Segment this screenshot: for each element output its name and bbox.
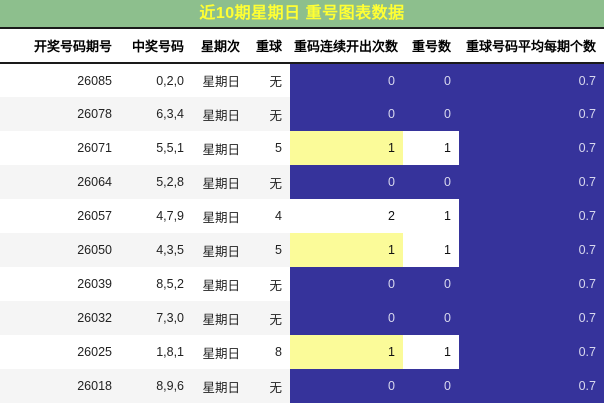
column-header-period: 开奖号码期号 — [0, 29, 120, 64]
cell-repeat-ball: 5 — [248, 233, 290, 267]
cell-weekday: 星期日 — [192, 267, 248, 301]
cell-weekday: 星期日 — [192, 131, 248, 165]
cell-average-per-period: 0.7 — [459, 369, 604, 403]
cell-repeat-ball: 4 — [248, 199, 290, 233]
table-row: 26078 6,3,4 星期日无 0 0 0.7 — [0, 97, 604, 131]
cell-winning-numbers: 5,2,8 — [120, 165, 192, 199]
cell-consecutive-count: 0 — [290, 267, 403, 301]
table-header-row: 开奖号码期号 中奖号码 星期次 重球 重码连续开出次数 重号数 重球号码平均每期… — [0, 29, 604, 64]
cell-winning-numbers: 8,9,6 — [120, 369, 192, 403]
cell-average-per-period: 0.7 — [459, 131, 604, 165]
panel-title-bar: 近10期星期日 重号图表数据 — [0, 0, 604, 29]
table-row: 26018 8,9,6 星期日无 0 0 0.7 — [0, 369, 604, 403]
cell-consecutive-count: 0 — [290, 301, 403, 335]
cell-consecutive-count: 2 — [290, 199, 403, 233]
cell-weekday: 星期日 — [192, 97, 248, 131]
cell-weekday: 星期日 — [192, 335, 248, 369]
cell-consecutive-count: 1 — [290, 131, 403, 165]
table-row: 26039 8,5,2 星期日无 0 0 0.7 — [0, 267, 604, 301]
cell-winning-numbers: 1,8,1 — [120, 335, 192, 369]
cell-repeat-ball: 无 — [248, 301, 290, 335]
cell-repeat-number-count: 0 — [403, 267, 459, 301]
column-header-ball: 重球 — [248, 29, 290, 64]
cell-average-per-period: 0.7 — [459, 233, 604, 267]
cell-weekday: 星期日 — [192, 63, 248, 97]
cell-repeat-number-count: 0 — [403, 301, 459, 335]
cell-average-per-period: 0.7 — [459, 301, 604, 335]
column-header-avg: 重球号码平均每期个数 — [459, 29, 604, 64]
column-header-numbers: 中奖号码 — [120, 29, 192, 64]
cell-winning-numbers: 4,3,5 — [120, 233, 192, 267]
cell-period: 26085 — [0, 63, 120, 97]
table-row: 26085 0,2,0 星期日无 0 0 0.7 — [0, 63, 604, 97]
table-body: 26085 0,2,0 星期日无 0 0 0.7 26078 6,3,4 星期日无 0 0 0.7 26… — [0, 63, 604, 403]
cell-repeat-ball: 5 — [248, 131, 290, 165]
cell-average-per-period: 0.7 — [459, 97, 604, 131]
cell-repeat-number-count: 0 — [403, 165, 459, 199]
cell-repeat-ball: 无 — [248, 97, 290, 131]
cell-winning-numbers: 8,5,2 — [120, 267, 192, 301]
table-row: 26050 4,3,5 星期日 5 1 1 0.7 — [0, 233, 604, 267]
cell-winning-numbers: 0,2,0 — [120, 63, 192, 97]
cell-repeat-number-count: 0 — [403, 63, 459, 97]
cell-weekday: 星期日 — [192, 369, 248, 403]
cell-weekday: 星期日 — [192, 233, 248, 267]
table-header: 开奖号码期号 中奖号码 星期次 重球 重码连续开出次数 重号数 重球号码平均每期… — [0, 29, 604, 64]
cell-average-per-period: 0.7 — [459, 267, 604, 301]
cell-period: 26025 — [0, 335, 120, 369]
cell-consecutive-count: 1 — [290, 335, 403, 369]
cell-repeat-number-count: 1 — [403, 335, 459, 369]
cell-period: 26078 — [0, 97, 120, 131]
cell-consecutive-count: 0 — [290, 165, 403, 199]
table-row: 26057 4,7,9 星期日 4 2 1 0.7 — [0, 199, 604, 233]
cell-repeat-number-count: 1 — [403, 233, 459, 267]
column-header-streak: 重码连续开出次数 — [290, 29, 403, 64]
cell-period: 26018 — [0, 369, 120, 403]
cell-repeat-ball: 8 — [248, 335, 290, 369]
cell-consecutive-count: 0 — [290, 97, 403, 131]
cell-period: 26057 — [0, 199, 120, 233]
cell-repeat-number-count: 1 — [403, 199, 459, 233]
cell-repeat-ball: 无 — [248, 63, 290, 97]
lottery-data-table: 开奖号码期号 中奖号码 星期次 重球 重码连续开出次数 重号数 重球号码平均每期… — [0, 29, 604, 403]
cell-average-per-period: 0.7 — [459, 335, 604, 369]
cell-period: 26064 — [0, 165, 120, 199]
cell-repeat-number-count: 0 — [403, 369, 459, 403]
cell-winning-numbers: 7,3,0 — [120, 301, 192, 335]
cell-repeat-ball: 无 — [248, 369, 290, 403]
cell-repeat-ball: 无 — [248, 165, 290, 199]
cell-average-per-period: 0.7 — [459, 63, 604, 97]
cell-period: 26071 — [0, 131, 120, 165]
cell-period: 26039 — [0, 267, 120, 301]
cell-average-per-period: 0.7 — [459, 165, 604, 199]
cell-average-per-period: 0.7 — [459, 199, 604, 233]
cell-weekday: 星期日 — [192, 301, 248, 335]
cell-weekday: 星期日 — [192, 199, 248, 233]
page-title: 近10期星期日 重号图表数据 — [199, 4, 405, 22]
cell-repeat-number-count: 1 — [403, 131, 459, 165]
cell-consecutive-count: 0 — [290, 369, 403, 403]
cell-winning-numbers: 5,5,1 — [120, 131, 192, 165]
cell-period: 26050 — [0, 233, 120, 267]
column-header-weekday: 星期次 — [192, 29, 248, 64]
cell-winning-numbers: 4,7,9 — [120, 199, 192, 233]
table-row: 26032 7,3,0 星期日无 0 0 0.7 — [0, 301, 604, 335]
cell-consecutive-count: 0 — [290, 63, 403, 97]
cell-consecutive-count: 1 — [290, 233, 403, 267]
table-row: 26064 5,2,8 星期日无 0 0 0.7 — [0, 165, 604, 199]
table-row: 26025 1,8,1 星期日 8 1 1 0.7 — [0, 335, 604, 369]
table-row: 26071 5,5,1 星期日 5 1 1 0.7 — [0, 131, 604, 165]
cell-weekday: 星期日 — [192, 165, 248, 199]
cell-repeat-number-count: 0 — [403, 97, 459, 131]
column-header-count: 重号数 — [403, 29, 459, 64]
cell-period: 26032 — [0, 301, 120, 335]
cell-repeat-ball: 无 — [248, 267, 290, 301]
cell-winning-numbers: 6,3,4 — [120, 97, 192, 131]
